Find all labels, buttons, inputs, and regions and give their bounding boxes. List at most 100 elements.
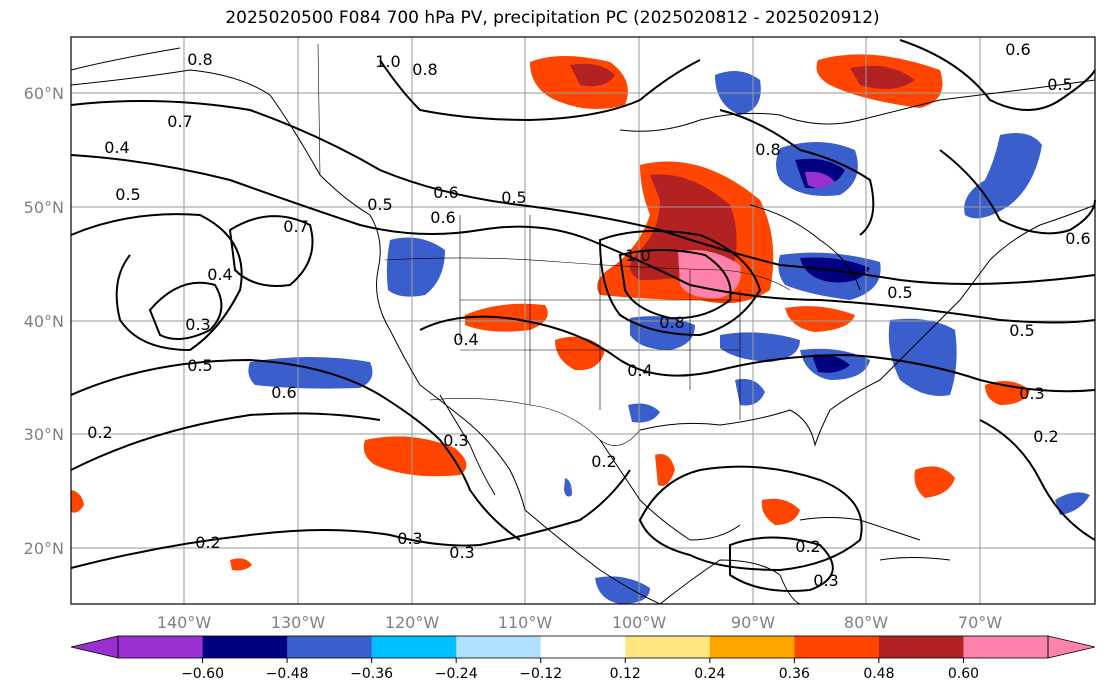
colorbar-segment <box>709 636 795 658</box>
contour-label: 0.6 <box>1005 40 1030 59</box>
precip-blob <box>914 466 955 498</box>
contour-label: 0.2 <box>87 423 112 442</box>
contour-label: 0.5 <box>367 195 392 214</box>
contour-line <box>70 358 521 541</box>
precip-blob <box>888 318 957 396</box>
precip-blob <box>564 478 572 497</box>
coastline <box>619 79 1096 132</box>
lat-label: 20°N <box>24 539 64 558</box>
coastline <box>639 204 1096 447</box>
colorbar-outline <box>117 635 1049 659</box>
colorbar-over-arrow <box>1047 635 1096 659</box>
contour-line <box>419 315 1096 393</box>
contour-line <box>148 281 223 340</box>
longitude-labels: 140°W 130°W 120°W 110°W 100°W 90°W 80°W … <box>157 613 1002 632</box>
precip-blob <box>964 132 1042 219</box>
coastline <box>659 559 801 605</box>
precip-blob <box>630 316 695 350</box>
coastline <box>799 517 921 541</box>
precip-negative-blobs <box>248 71 1090 604</box>
contour-label: 0.4 <box>453 330 478 349</box>
contour-label: 0.7 <box>283 217 308 236</box>
border-line <box>459 215 741 420</box>
border-line <box>429 398 641 446</box>
contour-label: 0.6 <box>430 208 455 227</box>
contour-label: 0.3 <box>397 529 422 548</box>
precip-blob <box>248 357 373 389</box>
precip-blob <box>363 436 467 477</box>
precip-blob <box>570 63 615 87</box>
lon-label: 120°W <box>385 613 440 632</box>
contour-line <box>939 149 1096 235</box>
lat-label: 30°N <box>24 425 64 444</box>
border-line <box>460 299 740 351</box>
contour-label: 0.5 <box>887 283 912 302</box>
contour-line <box>70 412 381 471</box>
colorbar-tick-label: 0.60 <box>948 666 979 682</box>
contour-line <box>618 249 732 320</box>
contour-label: 0.8 <box>187 50 212 69</box>
lon-label: 90°W <box>731 613 775 632</box>
contour-label: 0.5 <box>1047 75 1072 94</box>
border-line <box>384 257 791 291</box>
precip-blob <box>230 558 252 571</box>
contour-label: 0.8 <box>659 313 684 332</box>
precip-blob <box>761 498 800 525</box>
colorbar-segment <box>878 636 964 658</box>
colorbar-under-arrow <box>70 635 119 659</box>
lon-label: 140°W <box>157 613 212 632</box>
colorbar-segment <box>371 636 457 658</box>
contour-label: 0.2 <box>1033 427 1058 446</box>
colorbar-tick-label: 0.12 <box>610 666 641 682</box>
colorbar-segment <box>963 636 1049 658</box>
contour-line <box>70 154 1096 324</box>
coastline <box>879 557 951 561</box>
border-line <box>317 43 321 176</box>
contour-label: 0.6 <box>433 183 458 202</box>
precip-blob <box>1055 492 1090 515</box>
precip-blob <box>386 237 445 297</box>
contour-line <box>379 59 701 122</box>
colorbar-tick-label: −0.24 <box>435 666 478 682</box>
precip-blob <box>555 336 605 371</box>
contour-label: 0.5 <box>115 185 140 204</box>
contour-label: 0.3 <box>449 543 474 562</box>
contour-line <box>979 419 1096 541</box>
contour-label: 0.5 <box>187 356 212 375</box>
map-frame <box>70 36 1096 605</box>
precip-blob <box>735 378 765 406</box>
borders <box>317 43 791 446</box>
colorbar-tick-label: −0.12 <box>519 666 562 682</box>
lon-label: 130°W <box>271 613 326 632</box>
figure-title: 2025020500 F084 700 hPa PV, precipitatio… <box>225 8 880 28</box>
precip-blob <box>628 403 660 423</box>
contour-label: 0.5 <box>501 188 526 207</box>
precip-blob <box>655 454 675 486</box>
lon-label: 80°W <box>844 613 888 632</box>
lon-label: 70°W <box>958 613 1002 632</box>
lat-label: 50°N <box>24 198 64 217</box>
contour-line <box>638 465 863 572</box>
colorbar-segment <box>625 636 711 658</box>
coastline <box>599 439 741 541</box>
contour-label: 1.0 <box>375 52 400 71</box>
coastline <box>524 509 661 605</box>
contour-label: 0.2 <box>591 452 616 471</box>
contour-label: 0.3 <box>1019 384 1044 403</box>
contour-label: 0.6 <box>271 383 296 402</box>
contour-line <box>228 215 314 287</box>
colorbar-segment <box>118 636 204 658</box>
contour-label: 0.5 <box>1009 321 1034 340</box>
contour-line <box>729 536 834 592</box>
colorbar-segment <box>794 636 880 658</box>
contour-line <box>899 39 1096 111</box>
precip-blob <box>595 576 650 604</box>
contour-label: 0.4 <box>207 265 232 284</box>
contour-label: 0.6 <box>1065 229 1090 248</box>
colorbar-tick-label: −0.48 <box>266 666 309 682</box>
contour-label: 0.3 <box>443 431 468 450</box>
precip-blob <box>785 306 855 332</box>
colorbar-tick-label: 0.24 <box>694 666 725 682</box>
colorbar-tick-label: 0.48 <box>863 666 894 682</box>
lat-label: 40°N <box>24 312 64 331</box>
